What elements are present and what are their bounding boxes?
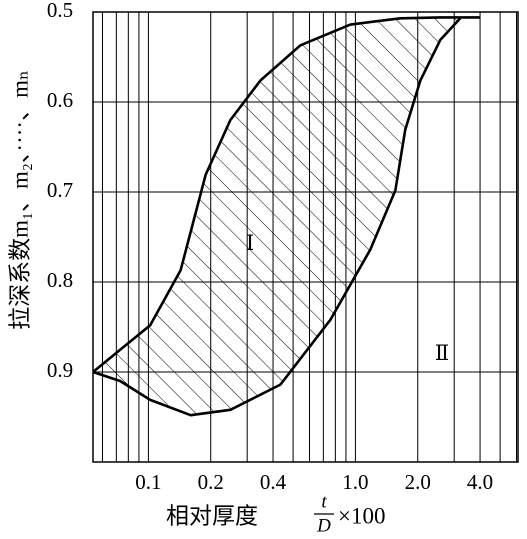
x-tick-label: 0.1 xyxy=(135,470,161,494)
plot-area xyxy=(92,11,519,463)
curve xyxy=(92,16,481,374)
x-axis-label-suffix: ×100 xyxy=(338,503,385,528)
annotation: Ⅱ xyxy=(435,341,449,365)
plot-border xyxy=(92,11,519,463)
annotation: Ⅰ xyxy=(246,231,254,255)
x-tick-label: 0.2 xyxy=(198,470,224,494)
y-axis-label: 拉深系数m₁、m₂、····、mₙ xyxy=(7,70,32,330)
x-axis-label-numerator: t xyxy=(321,491,327,512)
x-axis-label-text: 相对厚度 xyxy=(166,503,258,528)
x-tick-label: 2.0 xyxy=(405,470,431,494)
x-axis-label-denominator: D xyxy=(316,515,331,536)
y-tick-label: 0.7 xyxy=(47,178,73,202)
y-tick-label: 0.6 xyxy=(47,88,73,112)
x-axis-label: 相对厚度 t D ×100 xyxy=(166,491,385,536)
y-tick-label: 0.8 xyxy=(47,268,73,292)
x-tick-label: 1.0 xyxy=(342,470,368,494)
y-tick-label: 0.5 xyxy=(47,0,73,22)
hatched-region xyxy=(93,17,481,416)
x-tick-label: 0.4 xyxy=(260,470,287,494)
x-tick-label: 4.0 xyxy=(467,470,493,494)
curve xyxy=(92,17,462,417)
y-tick-label: 0.9 xyxy=(47,358,73,382)
